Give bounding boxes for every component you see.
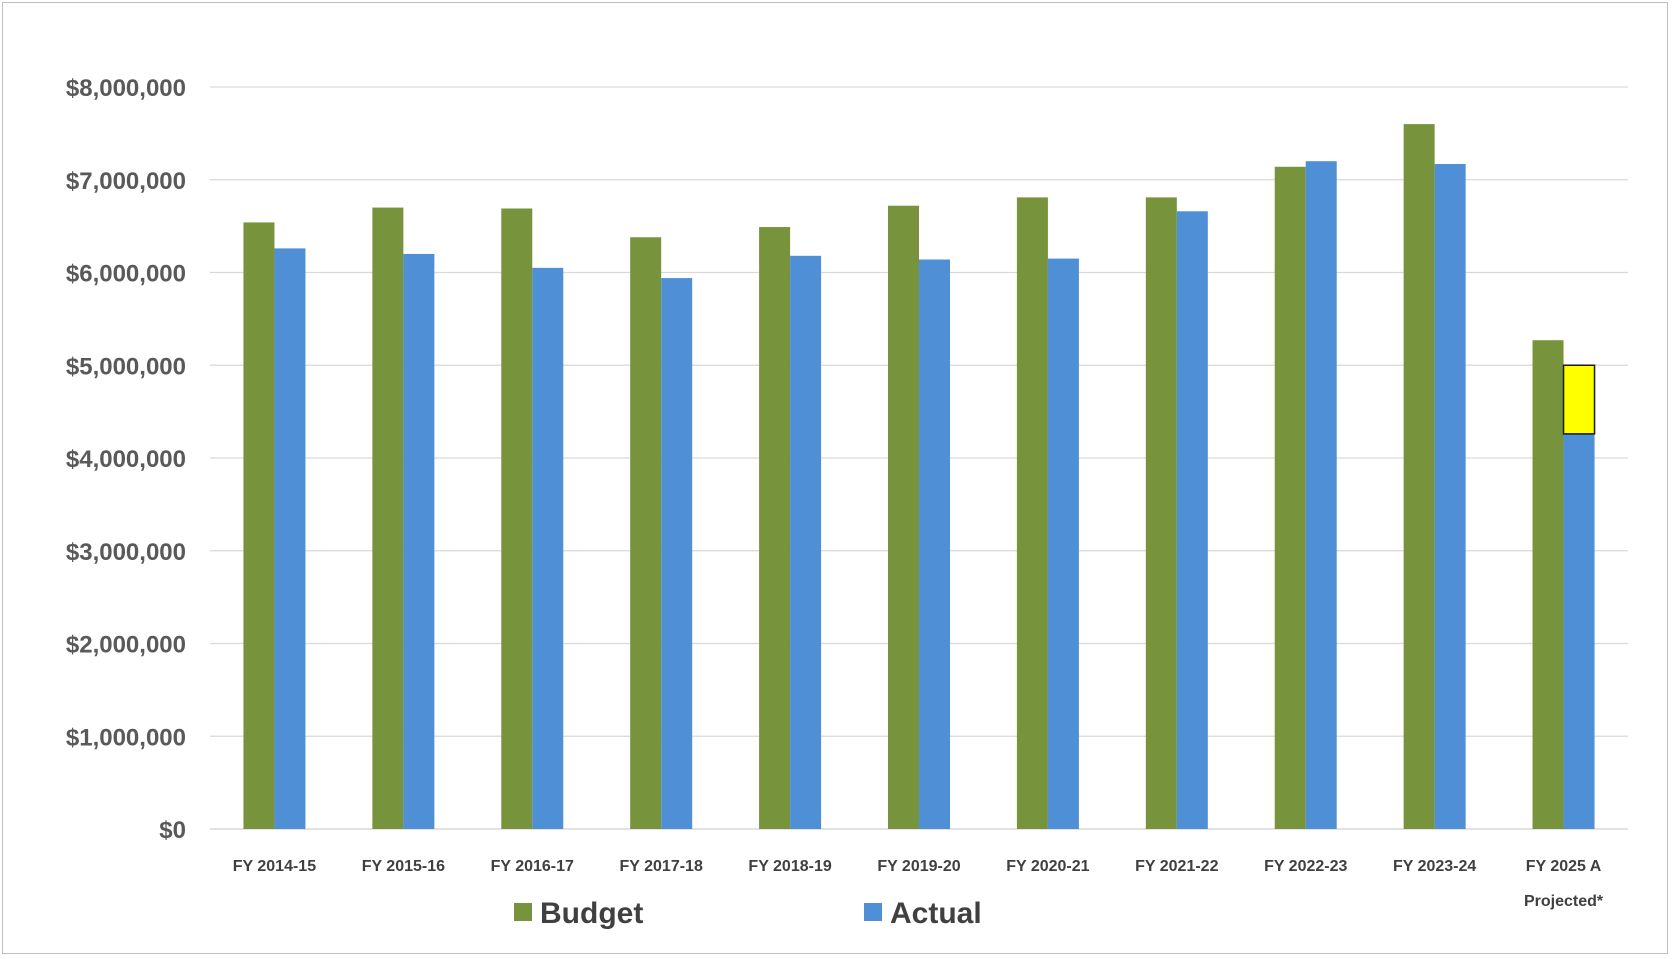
x-tick-label: FY 2018-19	[748, 858, 831, 875]
x-tick-label: FY 2014-15	[233, 858, 316, 875]
bar-actual	[1047, 258, 1079, 829]
bar-budget	[1145, 197, 1177, 829]
bar-budget	[630, 237, 662, 829]
y-tick-label: $0	[159, 817, 186, 844]
bar-budget	[1403, 124, 1435, 830]
y-tick-label: $3,000,000	[66, 539, 186, 566]
bar-actual	[1563, 433, 1595, 829]
y-tick-label: $7,000,000	[66, 168, 186, 195]
bar-actual	[919, 259, 950, 829]
bar-actual	[1305, 161, 1337, 829]
y-axis-tick-labels: $0 $1,000,000 $2,000,000 $3,000,000 $4,000,0…	[66, 75, 186, 844]
bar-actual	[661, 278, 693, 829]
legend-label-budget: Budget	[540, 897, 643, 930]
bar-actual	[274, 248, 306, 829]
bar-budget	[1016, 197, 1048, 829]
y-tick-label: $4,000,000	[66, 446, 186, 473]
projection-highlight-box	[1562, 364, 1596, 435]
x-tick-label: FY 2020-21	[1006, 858, 1089, 875]
x-tick-label: FY 2023-24	[1393, 858, 1476, 875]
bar-budget	[372, 207, 404, 829]
bar-actual	[532, 267, 564, 829]
x-tick-label: FY 2025 A	[1526, 858, 1602, 875]
bars	[243, 124, 1596, 830]
legend-label-actual: Actual	[890, 897, 982, 930]
y-tick-label: $1,000,000	[66, 724, 186, 751]
bar-actual	[403, 253, 435, 829]
legend-swatch-budget	[514, 903, 532, 921]
x-tick-label: FY 2015-16	[362, 858, 445, 875]
x-axis-tick-labels: FY 2014-15 FY 2015-16 FY 2016-17 FY 2017-18…	[233, 858, 1604, 910]
y-tick-label: $8,000,000	[66, 75, 186, 102]
bar-actual	[1434, 163, 1466, 830]
legend-swatch-actual	[864, 903, 882, 921]
x-tick-label: FY 2019-20	[877, 858, 960, 875]
x-tick-label: Projected*	[1524, 893, 1604, 910]
y-tick-label: $5,000,000	[66, 353, 186, 380]
bar-budget	[501, 208, 533, 829]
bar-actual	[790, 255, 822, 829]
legend: Budget Actual	[514, 897, 982, 930]
bar-budget	[1532, 340, 1564, 829]
y-tick-label: $2,000,000	[66, 632, 186, 659]
bar-budget	[243, 222, 275, 830]
x-tick-label: FY 2021-22	[1135, 858, 1218, 875]
x-tick-label: FY 2022-23	[1264, 858, 1347, 875]
bar-budget	[888, 205, 919, 830]
x-tick-label: FY 2016-17	[491, 858, 574, 875]
y-tick-label: $6,000,000	[66, 261, 186, 288]
bar-budget	[1274, 166, 1306, 829]
bar-budget	[759, 227, 791, 830]
x-tick-label: FY 2017-18	[620, 858, 703, 875]
bar-actual	[1176, 211, 1208, 829]
